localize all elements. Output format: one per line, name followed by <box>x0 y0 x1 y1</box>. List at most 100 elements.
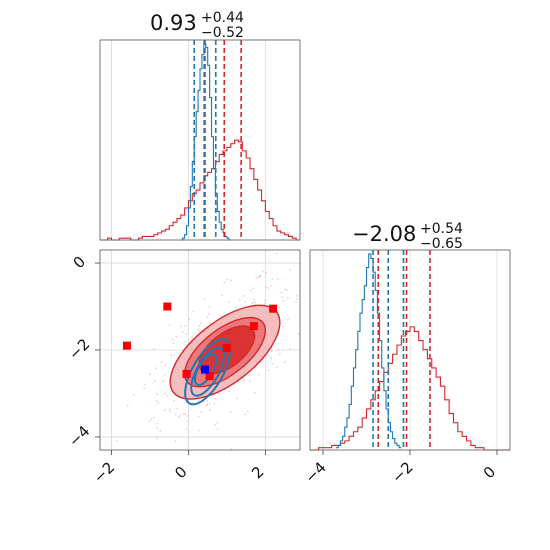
joint-markers <box>122 302 278 381</box>
joint-scatter-point <box>140 453 142 455</box>
joint-scatter-point <box>258 373 260 376</box>
joint-scatter-point <box>261 361 263 364</box>
joint-scatter-point <box>349 301 351 303</box>
blue-contour-0 <box>184 338 232 406</box>
joint-scatter-point <box>169 410 172 413</box>
joint-scatter-point <box>208 322 211 324</box>
red-square-marker-5 <box>182 369 191 378</box>
joint-scatter-point <box>244 413 247 416</box>
joint-scatter-point <box>217 392 220 395</box>
joint-scatter-point <box>295 301 297 303</box>
hist2-series-1 <box>336 253 402 449</box>
joint-scatter-point <box>176 407 179 410</box>
joint-scatter-point <box>279 353 281 356</box>
joint-scatter-point <box>156 422 159 425</box>
joint-scatter-point <box>243 295 246 297</box>
joint-scatter-point <box>184 325 187 327</box>
hist2-title-upper-error: +0.54 <box>420 221 463 237</box>
joint-y-ticks: −4 −2 0 <box>65 253 100 450</box>
joint-scatter-point <box>216 422 219 424</box>
joint-scatter-point <box>179 414 182 417</box>
joint-scatter-point <box>199 322 202 324</box>
joint-scatter-point <box>171 338 174 341</box>
red-square-marker-3 <box>249 322 258 331</box>
joint-scatter-point <box>262 270 264 273</box>
joint-scatter-point <box>156 393 159 396</box>
hist2-xtick-label-0: −4 <box>301 458 329 486</box>
joint-scatter-point <box>207 313 210 315</box>
joint-scatter-point <box>252 287 255 289</box>
joint-scatter-point <box>156 437 158 439</box>
joint-scatter-point <box>263 303 266 305</box>
joint-scatter-point <box>329 267 331 269</box>
joint-scatter-point <box>152 416 155 419</box>
joint-scatter-point <box>166 394 169 397</box>
joint-scatter-point <box>163 409 166 412</box>
joint-scatter-point <box>227 301 230 304</box>
joint-scatter-point <box>149 373 151 376</box>
joint-scatter-point <box>265 271 267 274</box>
red-square-marker-0 <box>122 341 131 350</box>
hist2-title-lower-error: −0.65 <box>420 236 463 252</box>
joint-scatter-point <box>148 420 151 423</box>
joint-scatter-point <box>271 278 274 281</box>
joint-scatter-point <box>173 399 176 402</box>
hist2-title-value: −2.08 <box>352 222 416 246</box>
joint-scatter-point <box>270 285 273 287</box>
joint-scatter-point <box>160 361 163 364</box>
joint-scatter-point <box>235 397 238 400</box>
joint-scatter-point <box>251 302 254 305</box>
joint-scatter-point <box>275 252 278 255</box>
joint-ytick-label-1: −2 <box>65 335 93 363</box>
joint-scatter-point <box>238 299 241 302</box>
joint-scatter-point <box>311 287 313 289</box>
joint-scatter-point <box>180 325 183 328</box>
joint-scatter-point <box>257 276 260 278</box>
joint-xtick-label-2: 2 <box>248 463 267 482</box>
joint-scatter-point <box>197 415 200 418</box>
joint-scatter-point <box>164 364 167 366</box>
joint-scatter-point <box>253 391 256 394</box>
joint-scatter-point <box>339 327 341 329</box>
joint-scatter-point <box>277 278 280 281</box>
histogram-panel-param2: −2.08 +0.54 −0.65 −4 −2 0 <box>301 221 511 487</box>
joint-scatter-point <box>230 279 232 282</box>
hist1-title-value: 0.93 <box>150 11 197 35</box>
joint-scatter-point <box>286 297 289 300</box>
joint-scatter-point <box>208 402 211 405</box>
joint-ytick-label-2: 0 <box>70 253 89 272</box>
joint-scatter-point <box>255 276 258 279</box>
joint-scatter-point <box>168 324 171 327</box>
joint-scatter-point <box>244 301 247 303</box>
joint-scatter-point <box>175 335 178 338</box>
joint-scatter-point <box>295 294 298 297</box>
joint-scatter-point <box>297 332 300 335</box>
joint-scatter-point <box>174 413 177 416</box>
joint-scatter-point <box>185 427 188 430</box>
joint-scatter-point <box>191 336 193 339</box>
joint-xtick-label-1: 0 <box>171 463 190 482</box>
joint-scatter-point <box>182 413 185 415</box>
joint-scatter-point <box>164 392 167 395</box>
joint-scatter-point <box>153 348 155 350</box>
joint-scatter-point <box>282 299 285 302</box>
hist1-series-1 <box>180 43 231 241</box>
joint-scatter-point <box>267 369 269 372</box>
joint-scatter-point <box>243 380 246 382</box>
joint-scatter-point <box>213 403 216 405</box>
joint-scatter-point <box>150 418 153 420</box>
histogram-panel-param1: 0.93 +0.44 −0.52 <box>99 10 301 241</box>
joint-scatter-point <box>280 291 283 294</box>
hist2-series-0 <box>310 326 510 451</box>
joint-scatter-point <box>181 331 184 333</box>
joint-scatter-point <box>247 410 249 413</box>
joint-scatter-point <box>214 424 217 426</box>
joint-scatter-point <box>277 348 280 351</box>
joint-scatter-point <box>197 429 200 432</box>
joint-scatter-point <box>197 399 200 402</box>
joint-scatter-point <box>206 403 209 406</box>
joint-scatter-point <box>249 289 252 292</box>
joint-scatter-point <box>115 439 118 442</box>
hist2-gridlines <box>322 250 498 450</box>
